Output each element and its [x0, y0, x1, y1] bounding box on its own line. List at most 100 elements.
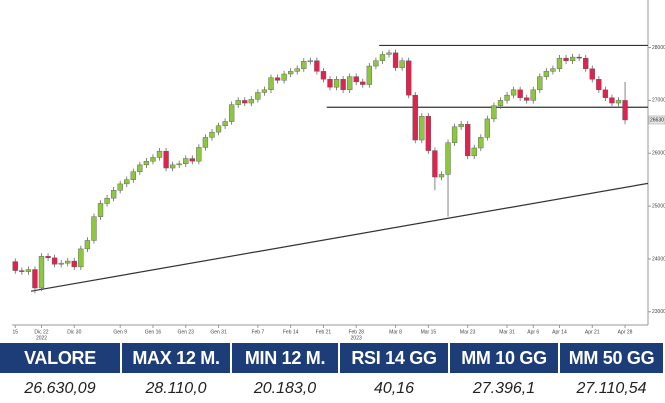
y-tick-label: 23000: [652, 309, 665, 315]
x-tick-label: Mar 31: [499, 329, 515, 335]
table-column: MM 50 GG 27.110,54: [560, 343, 665, 403]
table-column: MAX 12 M. 28.110,0: [122, 343, 232, 403]
candle-body: [550, 68, 556, 72]
candle-body: [392, 52, 399, 68]
candle-body: [340, 79, 346, 91]
candle-body: [425, 116, 432, 151]
candle-body: [596, 79, 602, 91]
candle-body: [432, 150, 438, 178]
candle-body: [163, 150, 169, 169]
x-tick-label: Apr 6: [527, 329, 539, 335]
value-cell: 40,16: [340, 373, 448, 403]
candle-body: [45, 256, 51, 259]
candle-body: [609, 97, 615, 104]
candle-body: [268, 77, 274, 91]
x-tick-label: Feb 28: [348, 329, 364, 335]
stats-table: VALORE 26.630,09 MAX 12 M. 28.110,0 MIN 12 M…: [0, 343, 665, 403]
candle-body: [71, 260, 77, 268]
value-cell: 26.630,09: [0, 373, 120, 403]
candle-body: [333, 79, 340, 88]
header-cell: MM 10 GG: [450, 343, 558, 373]
candle-body: [543, 71, 550, 77]
y-tick-label: 27000: [652, 98, 665, 104]
candle-body: [373, 60, 379, 67]
candle-body: [274, 77, 281, 81]
candle-body: [84, 240, 91, 250]
candle-body: [189, 158, 195, 162]
y-tick-label: 26000: [652, 151, 665, 157]
candle-body: [130, 171, 136, 180]
candle-body: [320, 71, 327, 80]
candle-body: [589, 68, 595, 80]
table-column: MIN 12 M. 20.183,0: [232, 343, 340, 403]
candle-body: [183, 158, 189, 165]
candle-body: [399, 60, 405, 68]
candle-body: [124, 179, 130, 185]
candle-body: [202, 137, 209, 148]
candle-body: [176, 163, 182, 166]
candle-body: [556, 57, 563, 69]
x-tick-label: Apr 28: [618, 329, 633, 335]
x-tick-label: Gen 23: [178, 329, 195, 335]
x-tick-label: Mar 8: [389, 329, 402, 335]
candle-body: [386, 52, 392, 55]
candle-body: [537, 76, 543, 91]
candle-body: [419, 116, 425, 141]
last-price-label: 26630: [650, 117, 664, 123]
candle-body: [465, 123, 471, 157]
candle-body: [491, 105, 497, 120]
x-tick-label: Gen 16: [145, 329, 162, 335]
x-tick-label: Dic 22: [34, 329, 48, 335]
header-cell: RSI 14 GG: [340, 343, 448, 373]
x-tick-label: 15: [12, 329, 18, 335]
candle-body: [524, 97, 530, 101]
candle-body: [484, 118, 491, 138]
candle-body: [97, 203, 104, 217]
candle-body: [510, 89, 517, 96]
x-tick-label: Feb 7: [251, 329, 264, 335]
value-cell: 27.396,1: [450, 373, 558, 403]
candle-body: [78, 248, 84, 268]
candle-body: [235, 100, 241, 105]
candle-body: [19, 270, 25, 272]
table-column: VALORE 26.630,09: [0, 343, 122, 403]
header-cell: MM 50 GG: [560, 343, 663, 373]
y-tick-label: 24000: [652, 256, 665, 262]
candle-body: [353, 76, 359, 83]
value-cell: 20.183,0: [232, 373, 338, 403]
candle-body: [517, 89, 523, 98]
x-tick-label: Dic 30: [67, 329, 81, 335]
trend-line: [30, 182, 649, 292]
table-column: MM 10 GG 27.396,1: [450, 343, 560, 403]
value-cell: 28.110,0: [122, 373, 230, 403]
x-tick-label: Mar 23: [460, 329, 476, 335]
candle-body: [530, 89, 536, 101]
candle-body: [504, 94, 510, 101]
candle-body: [622, 100, 628, 121]
candle-body: [307, 60, 313, 62]
candle-body: [379, 54, 386, 61]
candle-body: [615, 100, 622, 104]
candle-body: [576, 56, 582, 59]
candle-body: [360, 81, 366, 85]
candle-body: [228, 104, 235, 122]
candle-body: [150, 157, 156, 162]
candle-body: [91, 216, 97, 241]
header-cell: MIN 12 M.: [232, 343, 338, 373]
candle-body: [215, 125, 222, 133]
candle-body: [137, 164, 143, 172]
candle-body: [583, 57, 589, 69]
value-cell: 27.110,54: [560, 373, 663, 403]
candle-body: [569, 56, 576, 61]
candle-body: [242, 100, 248, 104]
candle-body: [104, 197, 110, 204]
x-tick-label: Feb 14: [283, 329, 299, 335]
candle-body: [38, 256, 45, 289]
candle-body: [458, 123, 464, 128]
candle-body: [143, 160, 150, 166]
candle-body: [51, 257, 58, 265]
header-cell: MAX 12 M.: [122, 343, 230, 373]
y-tick-label: 25000: [652, 203, 665, 209]
candle-body: [471, 147, 477, 157]
